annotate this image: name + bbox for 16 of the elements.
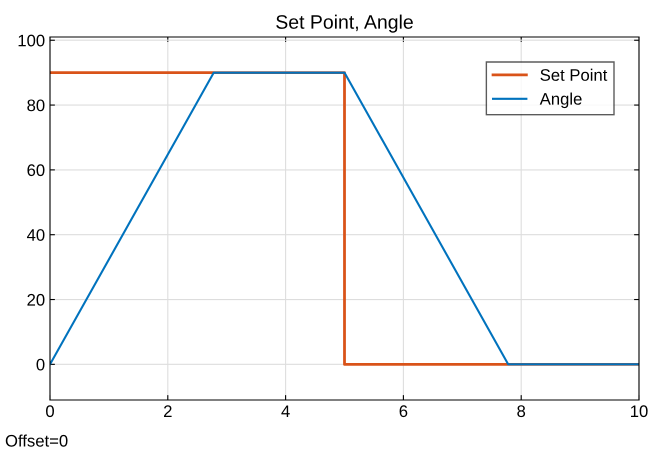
chart-title: Set Point, Angle (276, 14, 413, 33)
legend-label: Angle (540, 92, 582, 108)
x-tick-label: 4 (281, 405, 290, 417)
y-tick-label: 0 (36, 358, 44, 371)
x-tick-label: 8 (517, 405, 526, 418)
y-tick-label: 100 (18, 34, 44, 46)
text: Offset=0 (6, 434, 68, 447)
y-tick-label: 20 (27, 294, 44, 306)
x-tick-label: 10 (631, 405, 648, 418)
x-tick-label: 2 (164, 405, 172, 417)
y-tick-label: 60 (27, 164, 44, 176)
x-tick-label: 6 (400, 405, 408, 418)
x-tick-label: 0 (46, 405, 54, 418)
legend-label: Set Point (540, 68, 608, 81)
y-tick-label: 80 (27, 99, 44, 112)
y-tick-label: 40 (26, 229, 44, 241)
